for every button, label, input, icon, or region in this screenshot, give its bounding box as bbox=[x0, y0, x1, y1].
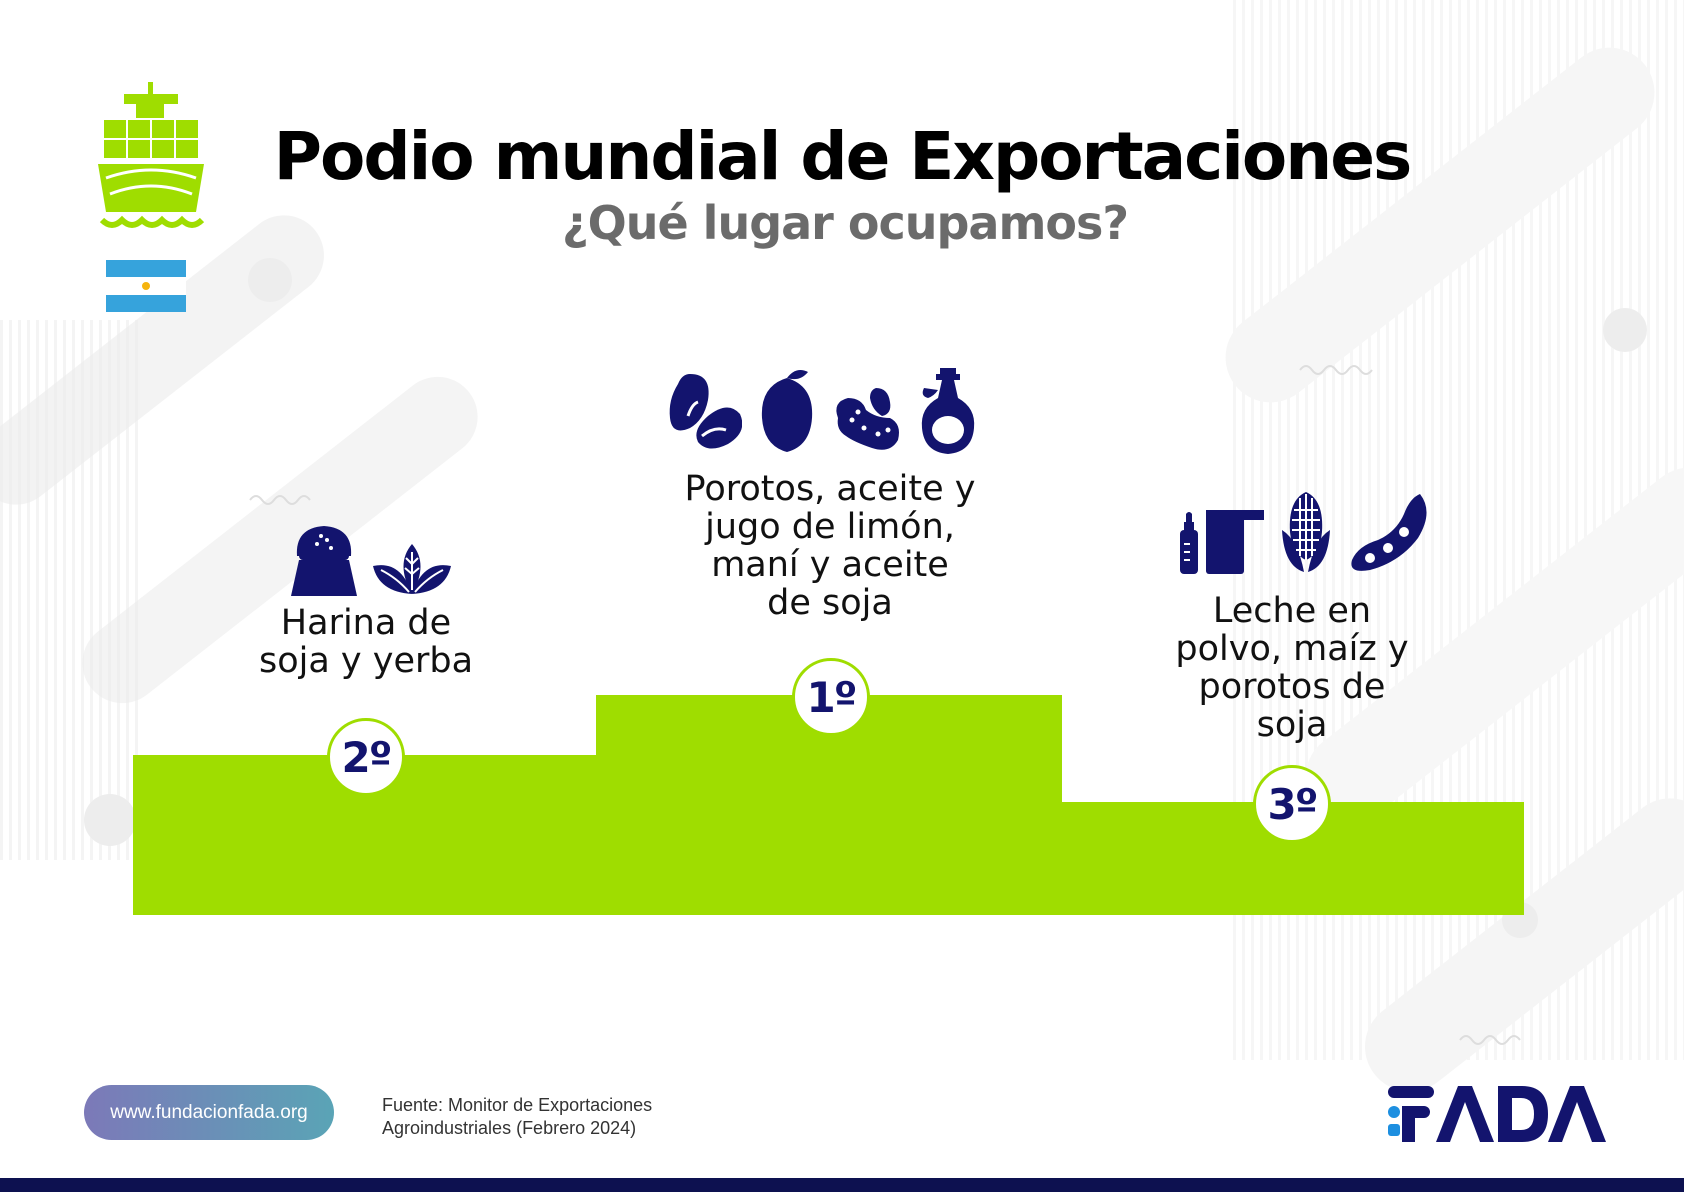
label-line: Porotos, aceite y bbox=[684, 469, 976, 509]
second-place-label: Harina de soja y yerba bbox=[226, 604, 506, 680]
beans-icon bbox=[669, 374, 742, 449]
label-line: maní y aceite bbox=[711, 545, 949, 585]
third-place-icons bbox=[1176, 490, 1428, 574]
label-line: Harina de bbox=[280, 603, 452, 643]
fada-logo bbox=[1388, 1086, 1606, 1142]
label-line: soja y yerba bbox=[258, 641, 474, 681]
source-line: Fuente: Monitor de Exportaciones bbox=[382, 1095, 653, 1115]
bottom-bar bbox=[0, 1178, 1684, 1192]
peanut-icon bbox=[836, 388, 899, 450]
cargo-ship-icon bbox=[98, 82, 205, 228]
label-line: soja bbox=[1256, 705, 1328, 745]
soy-pod-icon bbox=[1351, 494, 1427, 571]
page-subtitle: ¿Qué lugar ocupamos? bbox=[561, 196, 1129, 250]
position-badge-first: 1º bbox=[792, 658, 870, 736]
argentina-flag-icon bbox=[106, 260, 186, 312]
page-title: Podio mundial de Exportaciones bbox=[273, 118, 1413, 195]
label-line: polvo, maíz y bbox=[1175, 629, 1409, 669]
oil-bottle-icon bbox=[921, 368, 975, 454]
source-line: Agroindustriales (Febrero 2024) bbox=[382, 1118, 637, 1138]
label-line: de soja bbox=[767, 583, 893, 623]
first-place-label: Porotos, aceite y jugo de limón, maní y … bbox=[655, 470, 1005, 622]
position-badge-second: 2º bbox=[327, 718, 405, 796]
label-line: jugo de limón, bbox=[705, 507, 955, 547]
yerba-leaves-icon bbox=[373, 544, 451, 594]
label-line: Leche en bbox=[1212, 591, 1372, 631]
flour-sack-icon bbox=[291, 526, 357, 596]
corn-icon bbox=[1282, 492, 1330, 572]
third-place-label: Leche en polvo, maíz y porotos de soja bbox=[1132, 592, 1452, 744]
first-place-icons bbox=[668, 368, 976, 454]
second-place-icons bbox=[287, 522, 453, 598]
position-badge-third: 3º bbox=[1253, 765, 1331, 843]
label-line: porotos de bbox=[1198, 667, 1386, 707]
website-link[interactable]: www.fundacionfada.org bbox=[84, 1085, 334, 1140]
milk-powder-icon bbox=[1180, 510, 1264, 574]
source-note: Fuente: Monitor de Exportaciones Agroind… bbox=[382, 1094, 652, 1140]
lemon-icon bbox=[761, 370, 813, 452]
